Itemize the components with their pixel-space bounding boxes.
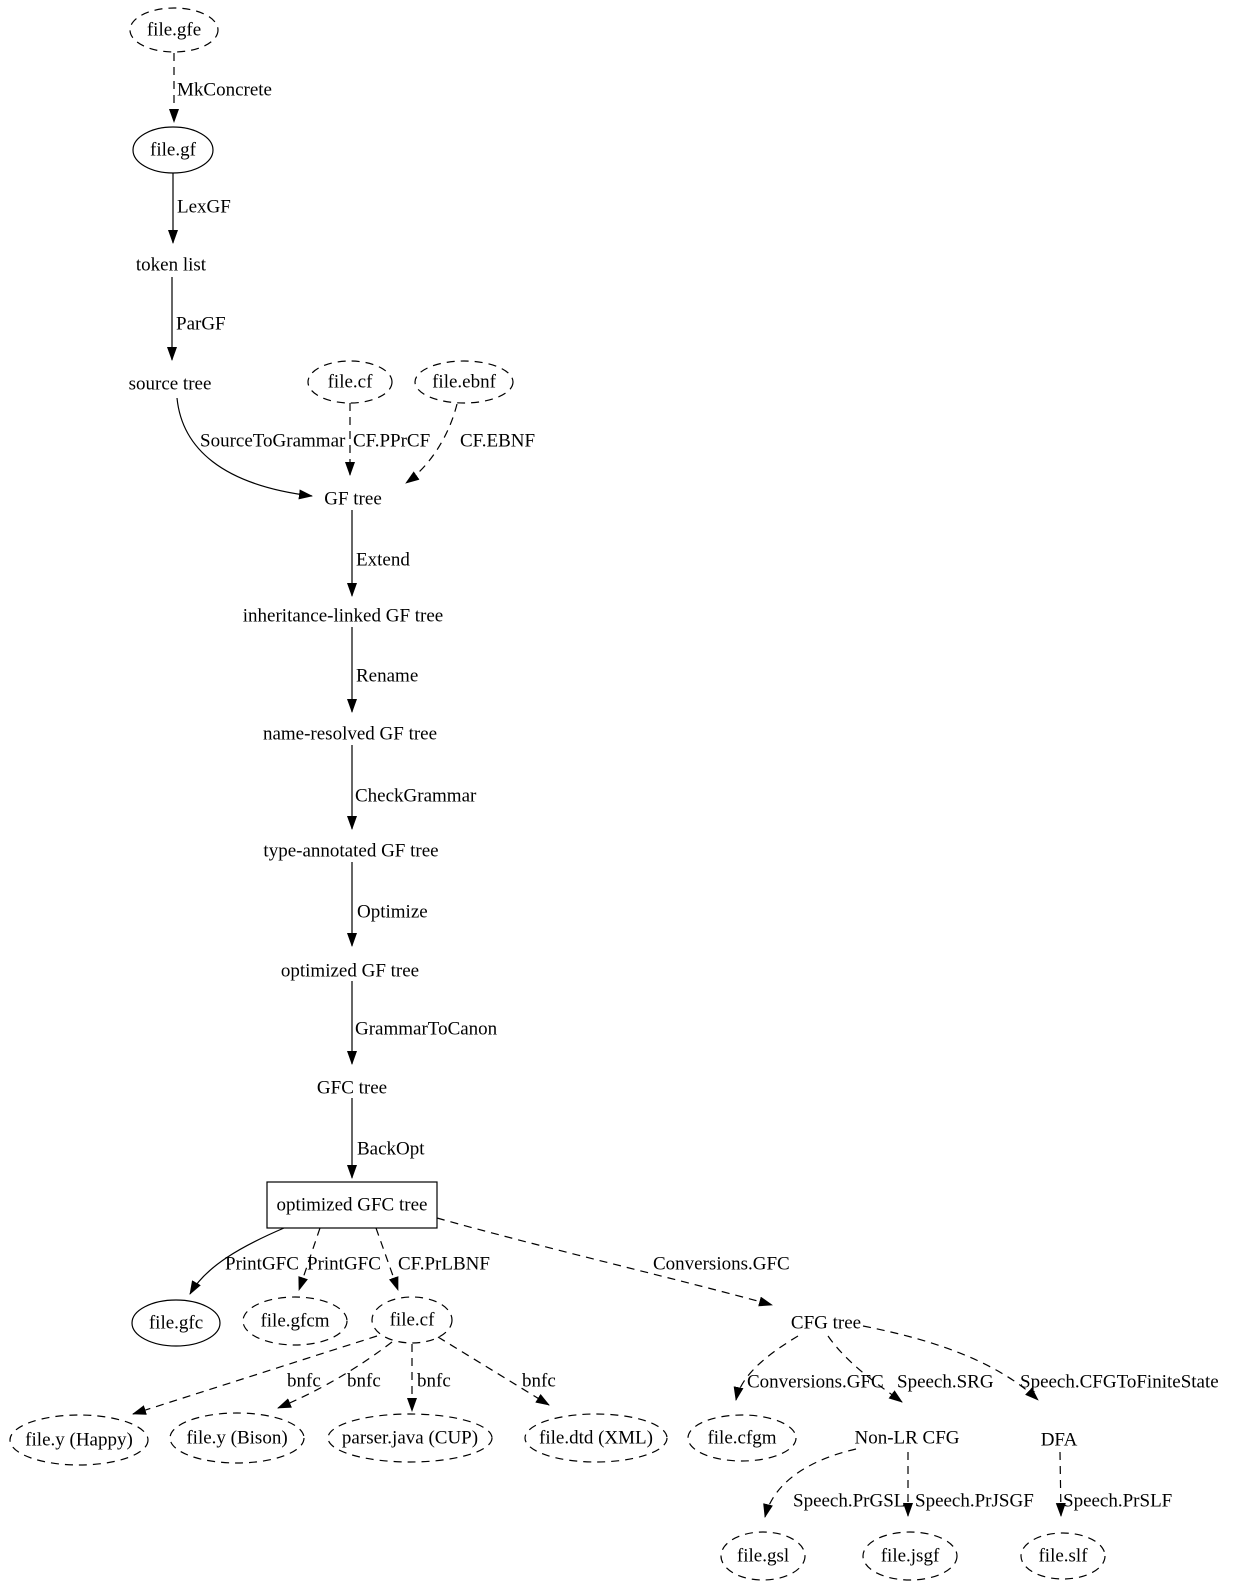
edge-label-cf-pprcf: CF.PPrCF xyxy=(353,430,431,452)
node-shape-file-gsl xyxy=(720,1531,806,1581)
node-shape-file-jsgf xyxy=(862,1531,958,1581)
edge-label-speech-prjsgf: Speech.PrJSGF xyxy=(915,1490,1034,1512)
edge-label-bnfc-3: bnfc xyxy=(417,1370,451,1392)
edge-cfg-tree-to-file-cfgm xyxy=(733,1335,799,1401)
node-label-dfa: DFA xyxy=(1040,1429,1078,1451)
edge-box-to-file-cf xyxy=(375,1227,399,1291)
edge-label-printgfc-mid: PrintGFC xyxy=(307,1253,381,1275)
node-label-file-gsl: file.gsl xyxy=(736,1545,790,1567)
node-label-file-gfcm: file.gfcm xyxy=(260,1310,330,1332)
node-label-non-lr-cfg: Non-LR CFG xyxy=(854,1427,960,1449)
edge-file-cf-to-file-dtd xyxy=(437,1336,550,1406)
node-label-parser-java-cup: parser.java (CUP) xyxy=(341,1427,479,1449)
edge-label-mkconcrete: MkConcrete xyxy=(177,79,272,101)
node-label-file-jsgf: file.jsgf xyxy=(880,1545,940,1567)
edge-label-speech-srg: Speech.SRG xyxy=(897,1371,994,1393)
edge-label-backopt: BackOpt xyxy=(357,1138,425,1160)
edge-label-optimize: Optimize xyxy=(357,901,428,923)
edge-file-cf-to-file-y-happy xyxy=(132,1335,378,1415)
edge-label-speech-cfgtofinitestate: Speech.CFGToFiniteState xyxy=(1020,1371,1219,1393)
node-shape-file-gfc xyxy=(131,1299,221,1347)
edge-label-lexgf: LexGF xyxy=(177,196,231,218)
edge-dfa-to-file-slf xyxy=(1055,1451,1066,1517)
edge-box-to-file-gfcm xyxy=(298,1227,321,1291)
edge-label-extend: Extend xyxy=(356,549,410,571)
node-label-file-cfgm: file.cfgm xyxy=(707,1427,777,1449)
node-label-type-annotated-gf-tree: type-annotated GF tree xyxy=(263,840,439,862)
edge-box-to-file-gfc xyxy=(189,1227,285,1295)
node-label-file-gfc: file.gfc xyxy=(148,1312,204,1334)
node-shape-parser-java-cup xyxy=(327,1413,493,1463)
node-label-optimized-gf-tree: optimized GF tree xyxy=(280,960,420,982)
node-shape-file-y-happy xyxy=(9,1414,149,1466)
node-label-file-cf-top: file.cf xyxy=(327,371,373,393)
edge-label-conversions-gfc-lower: Conversions.GFC xyxy=(747,1371,884,1393)
node-label-source-tree: source tree xyxy=(128,373,212,395)
edge-non-lr-cfg-to-file-gsl xyxy=(763,1448,857,1518)
edge-label-bnfc-4: bnfc xyxy=(522,1370,556,1392)
edge-label-speech-prgsl: Speech.PrGSL xyxy=(793,1490,906,1512)
node-label-optimized-gfc-tree: optimized GFC tree xyxy=(276,1194,428,1216)
node-shape-file-y-bison xyxy=(169,1412,305,1464)
edge-box-to-cfg-tree xyxy=(436,1217,773,1307)
edge-cfg-tree-to-non-lr-cfg xyxy=(827,1335,903,1403)
node-shape-file-dtd-xml xyxy=(524,1413,668,1463)
edge-label-cf-ebnf: CF.EBNF xyxy=(460,430,536,452)
node-shape-file-cf-top xyxy=(307,360,393,404)
edge-label-speech-prslf: Speech.PrSLF xyxy=(1063,1490,1173,1512)
node-label-cfg-tree: CFG tree xyxy=(790,1312,862,1334)
node-label-file-cf-bottom: file.cf xyxy=(389,1309,435,1331)
edge-label-checkgrammar: CheckGrammar xyxy=(355,785,477,807)
node-label-file-dtd-xml: file.dtd (XML) xyxy=(539,1427,653,1449)
edge-label-bnfc-1: bnfc xyxy=(287,1370,321,1392)
node-label-file-gfe: file.gfe xyxy=(146,19,202,41)
node-shape-file-gfcm xyxy=(242,1296,348,1346)
node-label-file-y-bison: file.y (Bison) xyxy=(186,1427,288,1449)
node-label-inheritance-linked-gf-tree: inheritance-linked GF tree xyxy=(242,605,444,627)
node-label-token-list: token list xyxy=(135,254,207,276)
node-shape-file-ebnf xyxy=(414,360,514,404)
edge-file-cf-to-file-y-bison xyxy=(277,1341,393,1409)
node-label-gfc-tree: GFC tree xyxy=(316,1077,388,1099)
node-label-file-gf: file.gf xyxy=(150,139,196,161)
edge-label-grammartocanon: GrammarToCanon xyxy=(355,1018,498,1040)
edge-label-rename: Rename xyxy=(356,665,419,687)
edge-label-sourcetogrammar: SourceToGrammar xyxy=(200,430,346,452)
edge-label-bnfc-2: bnfc xyxy=(347,1370,381,1392)
node-label-file-ebnf: file.ebnf xyxy=(432,371,496,393)
node-shape-file-gfe xyxy=(129,7,219,53)
edge-label-printgfc-left: PrintGFC xyxy=(225,1253,299,1275)
node-label-name-resolved-gf-tree: name-resolved GF tree xyxy=(262,723,438,745)
node-label-gf-tree: GF tree xyxy=(324,488,382,510)
node-shape-file-cf-bottom xyxy=(371,1296,453,1344)
node-shape-file-slf xyxy=(1020,1532,1106,1580)
edge-label-cf-prlbnf: CF.PrLBNF xyxy=(398,1253,490,1275)
node-shape-file-cfgm xyxy=(687,1414,797,1462)
node-label-file-y-happy: file.y (Happy) xyxy=(25,1429,133,1451)
node-shape-optimized-gfc-tree-box xyxy=(266,1181,438,1229)
node-label-file-slf: file.slf xyxy=(1038,1545,1088,1567)
edge-cfg-tree-to-dfa xyxy=(862,1325,1039,1401)
edge-label-pargf: ParGF xyxy=(176,313,226,335)
edge-label-conversions-gfc-upper: Conversions.GFC xyxy=(653,1253,790,1275)
edge-source-tree-to-gf-tree xyxy=(176,397,313,500)
edge-file-ebnf-to-gf-tree xyxy=(405,403,458,484)
